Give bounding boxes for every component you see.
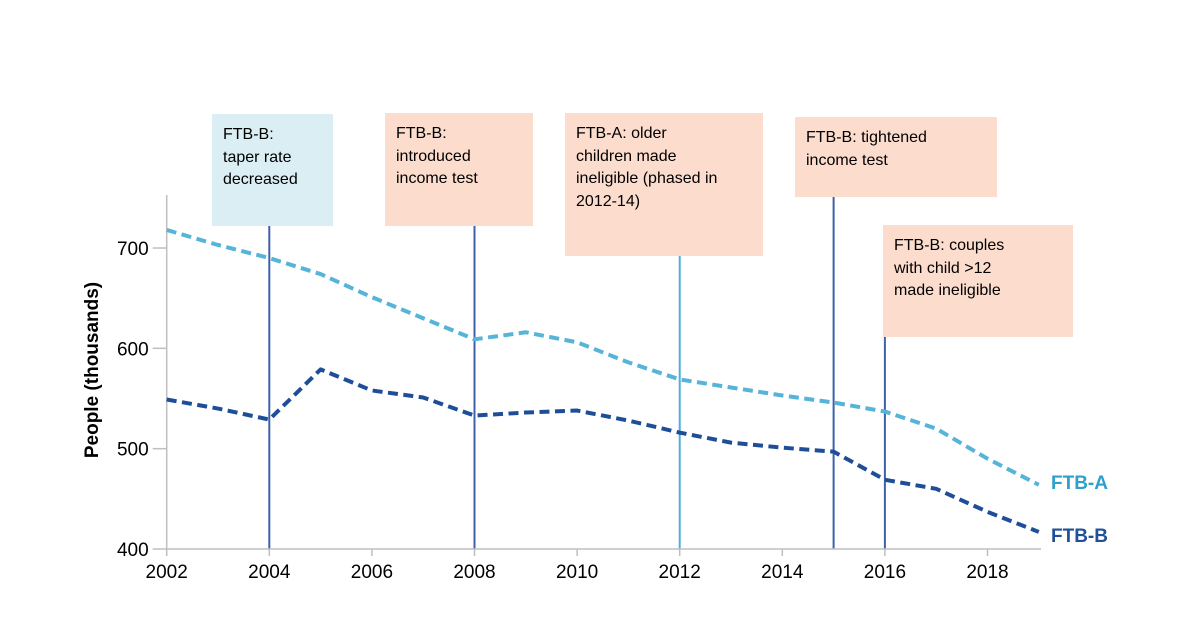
y-tick-label: 700 [117, 239, 149, 260]
series-line-ftb-a [166, 228, 1040, 487]
annotation-box-ftbb-couples-child-over-12: FTB-B: couples with child >12 made ineli… [883, 225, 1073, 337]
series-line-ftb-b [166, 367, 1040, 534]
y-tick-label: 600 [117, 339, 149, 360]
x-tick-label: 2010 [556, 562, 598, 583]
annotation-box-ftbb-tightened-income-test: FTB-B: tightened income test [795, 117, 997, 197]
annotation-box-ftba-older-children-ineligible: FTB-A: older children made ineligible (p… [565, 113, 763, 256]
x-tick-label: 2016 [864, 562, 906, 583]
x-tick-label: 2004 [248, 562, 291, 583]
annotation-box-ftbb-introduced-income-test: FTB-B: introduced income test [385, 113, 533, 226]
x-tick-label: 2018 [966, 562, 1008, 583]
series-label-ftb-a: FTB-A [1051, 473, 1108, 494]
x-tick-label: 2012 [659, 562, 701, 583]
annotation-box-ftbb-taper-rate: FTB-B: taper rate decreased [212, 114, 333, 226]
x-tick-label: 2002 [146, 562, 188, 583]
x-tick-label: 2006 [351, 562, 393, 583]
series-label-ftb-b: FTB-B [1051, 526, 1108, 547]
x-tick-label: 2008 [453, 562, 495, 583]
x-tick-label: 2014 [761, 562, 804, 583]
y-tick-label: 500 [117, 440, 149, 461]
y-tick-label: 400 [117, 540, 149, 561]
y-axis-title: People (thousands) [82, 281, 103, 459]
